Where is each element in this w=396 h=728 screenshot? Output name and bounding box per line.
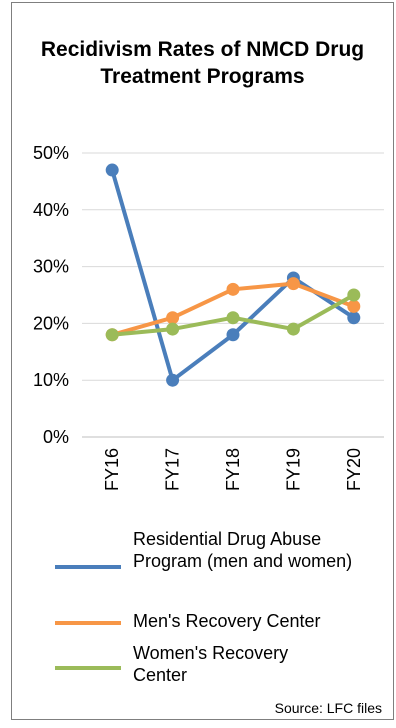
y-tick-label: 50% — [33, 143, 69, 163]
data-point — [105, 163, 119, 177]
legend-label-womens: Women's Recovery Center — [133, 643, 289, 685]
y-tick-label: 0% — [43, 427, 69, 447]
y-tick-label: 40% — [33, 200, 69, 220]
data-point — [286, 277, 300, 291]
legend-swatch-womens — [55, 666, 121, 670]
series-lines — [110, 168, 356, 383]
y-tick-label: 20% — [33, 313, 69, 333]
x-tick-label: FY20 — [344, 448, 364, 491]
x-tick-label: FY19 — [283, 448, 303, 491]
y-tick-label: 10% — [33, 370, 69, 390]
data-point — [226, 328, 240, 342]
data-point — [166, 322, 180, 336]
x-tick-label: FY18 — [223, 448, 243, 491]
legend-label-residential: Residential Drug Abuse Program (men and … — [133, 529, 353, 571]
chart-frame — [11, 2, 394, 720]
x-tick-label: FY16 — [102, 448, 122, 491]
x-axis-tick-labels: FY16 FY17 FY18 FY19 FY20 — [102, 448, 364, 491]
data-point — [347, 299, 361, 313]
y-axis-tick-labels: 0% 10% 20% 30% 40% 50% — [33, 143, 69, 447]
data-point — [166, 311, 180, 325]
data-point — [226, 282, 240, 296]
data-point — [347, 311, 361, 325]
data-point — [347, 288, 361, 302]
data-point — [166, 373, 180, 387]
series-line-0 — [110, 168, 356, 383]
data-point — [105, 328, 119, 342]
chart-title: Recidivism Rates of NMCD Drug Treatment … — [40, 38, 365, 88]
series-points — [105, 163, 361, 387]
source-note: Source: LFC files — [274, 700, 382, 716]
y-tick-label: 30% — [33, 257, 69, 277]
legend-swatch-residential — [55, 565, 121, 569]
data-point — [226, 311, 240, 325]
x-tick-label: FY17 — [163, 448, 183, 491]
legend-label-mens: Men's Recovery Center — [133, 611, 321, 631]
legend-swatch-mens — [55, 621, 121, 625]
data-point — [286, 322, 300, 336]
